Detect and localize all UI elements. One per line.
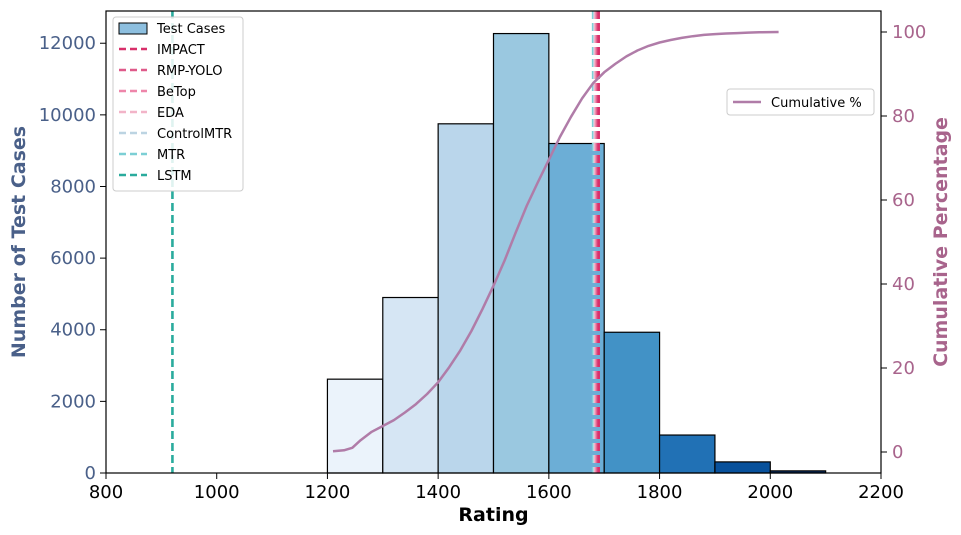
- y-axis-left-title: Number of Test Cases: [8, 126, 30, 358]
- legend-label-lstm: LSTM: [157, 169, 192, 184]
- legend-label-mtr: MTR: [157, 148, 185, 163]
- histogram-bar-1800: [658, 434, 716, 474]
- histogram-bar-1400: [437, 123, 495, 474]
- y-axis-right-title: Cumulative Percentage: [930, 117, 952, 367]
- x-tick-label: 1800: [637, 482, 683, 503]
- model-rating-lines: [171, 11, 600, 473]
- legend-label-controlmtr: ControlMTR: [157, 127, 232, 142]
- cumulative-line-group: [332, 30, 779, 453]
- y-axis-left: 0 2000 4000 6000 8000 10000 12000: [39, 33, 106, 484]
- legend-cum-box: [726, 88, 875, 116]
- legend-main-box: [112, 16, 244, 192]
- y-axis-right: 0 20 40 60 80 100: [881, 22, 926, 463]
- y2-tick-label: 80: [892, 106, 915, 127]
- histogram-bar-1700: [603, 331, 661, 474]
- x-axis-title: Rating: [458, 504, 528, 526]
- histogram-bars: [326, 32, 827, 474]
- y-tick-label: 12000: [39, 33, 96, 54]
- x-tick-label: 2000: [747, 482, 793, 503]
- y-tick-label: 2000: [50, 391, 96, 412]
- y-tick-label: 6000: [50, 248, 96, 269]
- x-tick-label: 1000: [194, 482, 240, 503]
- legend-label-rmp-yolo: RMP-YOLO: [157, 64, 222, 79]
- y2-tick-label: 100: [892, 22, 926, 43]
- y2-tick-label: 0: [892, 442, 903, 463]
- y2-tick-label: 20: [892, 358, 915, 379]
- histogram-bar-1300: [382, 296, 439, 474]
- histogram-bar-1200: [326, 378, 384, 474]
- legend-swatch-test-cases: [118, 22, 148, 35]
- y2-tick-label: 60: [892, 190, 915, 211]
- y-tick-label: 4000: [50, 320, 96, 341]
- legend-label-test-cases: Test Cases: [156, 22, 226, 37]
- cumulative-line: [332, 30, 779, 453]
- x-tick-label: 1400: [415, 482, 461, 503]
- legend-main: Test Cases IMPACT RMP-YOLO BeTop EDA ControlM…: [112, 16, 244, 192]
- x-tick-label: 2200: [858, 482, 904, 503]
- y-tick-label: 8000: [50, 176, 96, 197]
- x-tick-label: 800: [89, 482, 123, 503]
- legend-label-eda: EDA: [157, 106, 184, 121]
- legend-cumulative: Cumulative %: [726, 88, 875, 116]
- x-axis: 800 1000 1200 1400 1600 1800 2000 2200: [89, 473, 904, 503]
- plot-frame: [105, 10, 882, 474]
- y2-tick-label: 40: [892, 274, 915, 295]
- legend-label-impact: IMPACT: [157, 43, 205, 58]
- legend-label-betop: BeTop: [157, 85, 196, 100]
- legend-label-cumulative: Cumulative %: [771, 96, 862, 111]
- y-tick-label: 10000: [39, 105, 96, 126]
- histogram-bar-1500: [492, 32, 550, 474]
- histogram-bar-1900: [714, 461, 771, 474]
- y-tick-label: 0: [85, 463, 96, 484]
- x-tick-label: 1200: [305, 482, 351, 503]
- x-tick-label: 1600: [526, 482, 572, 503]
